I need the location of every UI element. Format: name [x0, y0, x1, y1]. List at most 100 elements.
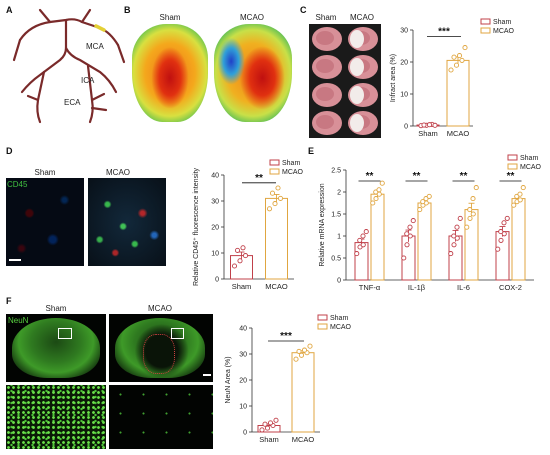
legend-label: Sham	[330, 315, 348, 322]
y-axis-label: NeuN Area (%)	[225, 356, 232, 403]
neun-label-mcao: MCAO	[148, 304, 172, 313]
y-tick-label: 20	[239, 378, 247, 385]
legend-swatch	[507, 154, 518, 161]
bar	[417, 202, 432, 281]
data-point	[360, 242, 366, 248]
data-point	[473, 185, 479, 191]
data-point	[464, 224, 470, 230]
y-tick-label: 40	[239, 326, 247, 333]
y-axis-label: Relative mRNA expression	[319, 183, 326, 266]
data-point	[301, 347, 308, 353]
y-tick-label: 20	[211, 225, 219, 232]
scale-bar-d	[9, 259, 21, 261]
data-point	[470, 211, 476, 217]
data-point	[293, 356, 299, 362]
y-tick-label: 0	[337, 278, 341, 285]
data-point	[457, 215, 463, 221]
panel-label-f: F	[6, 296, 12, 306]
data-point	[370, 200, 376, 206]
neun-section-sham	[6, 314, 106, 382]
panel-label-d: D	[6, 146, 13, 156]
data-point	[259, 427, 265, 433]
y-tick-label: 1.5	[331, 212, 341, 219]
data-point	[421, 122, 427, 128]
vessel-label-ica: ICA	[81, 76, 95, 85]
significance-marker: **	[507, 171, 515, 182]
legend-label: MCAO	[520, 164, 542, 171]
data-point	[298, 352, 305, 358]
y-tick-label: 2	[337, 190, 341, 197]
significance-marker: ***	[280, 331, 292, 342]
data-point	[275, 185, 281, 191]
x-tick-label: IL-1β	[408, 283, 426, 292]
ttc-slices-image	[309, 24, 381, 138]
significance-marker: ***	[438, 26, 450, 37]
data-point	[242, 253, 249, 259]
data-point	[426, 193, 432, 199]
legend-swatch	[317, 323, 328, 330]
panel-label-e: E	[308, 146, 315, 156]
data-point	[495, 246, 501, 252]
infarct-area	[350, 30, 364, 48]
data-point	[357, 237, 363, 243]
significance-marker: **	[460, 171, 468, 182]
y-tick-label: 0	[243, 430, 247, 437]
cd45-image-sham	[6, 178, 84, 266]
perfusion-map-sham	[132, 24, 208, 122]
legend-swatch	[480, 27, 491, 34]
slice-label-mcao: MCAO	[350, 13, 374, 22]
x-tick-label: MCAO	[447, 129, 470, 138]
panel-label-c: C	[300, 5, 307, 15]
data-point	[467, 207, 473, 213]
legend-label: MCAO	[493, 28, 515, 35]
data-point	[420, 199, 426, 205]
x-tick-label: Sham	[232, 282, 252, 291]
data-point	[273, 417, 279, 423]
x-tick-label: Sham	[418, 129, 438, 138]
data-point	[373, 196, 379, 202]
y-tick-label: 2.5	[331, 168, 341, 175]
legend-swatch	[269, 159, 280, 166]
infarct-area	[350, 58, 364, 76]
neun-zoom-sham	[6, 385, 106, 449]
data-point	[267, 420, 274, 426]
data-point	[511, 202, 517, 208]
y-tick-label: 10	[400, 92, 408, 99]
data-point	[379, 180, 385, 186]
bar	[291, 352, 315, 433]
legend-label: Sham	[520, 155, 538, 162]
neun-section-mcao	[109, 314, 213, 382]
data-point	[360, 233, 366, 239]
x-tick-label: MCAO	[292, 435, 315, 444]
data-point	[354, 251, 360, 257]
data-point	[454, 235, 460, 241]
data-point	[451, 233, 457, 239]
data-point	[407, 224, 413, 230]
neun-label-sham: Sham	[45, 304, 67, 313]
y-tick-label: 0.5	[331, 256, 341, 263]
data-point	[296, 348, 302, 354]
significance-marker: **	[413, 171, 421, 182]
data-point	[272, 201, 278, 207]
cd45-image-mcao	[88, 178, 166, 266]
legend-label: Sham	[282, 160, 300, 167]
vessel-label-eca: ECA	[64, 98, 81, 107]
data-point	[231, 263, 238, 269]
y-tick-label: 20	[400, 60, 408, 67]
x-tick-label: Sham	[259, 435, 279, 444]
data-point	[517, 191, 523, 197]
perfusion-label-mcao: MCAO	[240, 13, 264, 22]
data-point	[504, 215, 510, 221]
infarct-area	[350, 114, 364, 132]
data-point	[470, 196, 476, 202]
bar	[448, 235, 463, 281]
legend-swatch	[480, 18, 491, 25]
data-point	[264, 425, 271, 431]
data-point	[407, 233, 413, 239]
y-tick-label: 10	[239, 404, 247, 411]
data-point	[501, 220, 507, 226]
significance-marker: **	[255, 173, 263, 184]
perfusion-label-sham: Sham	[159, 13, 181, 22]
data-point	[240, 245, 246, 251]
data-point	[404, 231, 410, 237]
